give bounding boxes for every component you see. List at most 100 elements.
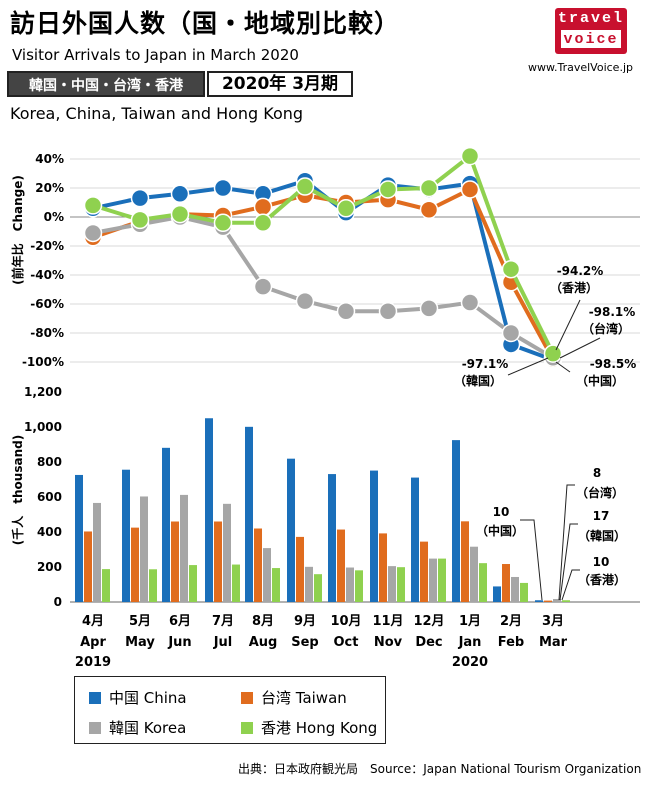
region-badge: 韓国・中国・台湾・香港 <box>7 71 205 97</box>
bar-hong-kong <box>232 564 240 602</box>
bar-taiwan <box>379 533 387 602</box>
source-note: 出典：日本政府観光局 Source：Japan National Tourism… <box>238 762 642 776</box>
bar-korea <box>305 566 313 602</box>
line-point-taiwan <box>419 200 439 219</box>
line-point-hong-kong <box>170 204 190 224</box>
line-y-axis-label: (前年比 Change) <box>10 175 25 285</box>
bar-china <box>370 470 378 602</box>
chart-title: 訪日外国人数（国・地域別比較） <box>10 9 401 38</box>
bar-china <box>122 469 130 602</box>
line-ytick-label: -40% <box>30 268 64 282</box>
line-point-taiwan <box>460 180 480 199</box>
bar-korea <box>553 599 561 602</box>
bar-annotation-leader <box>561 569 580 601</box>
line-ytick-label: 0% <box>44 210 64 224</box>
line-ytick-label: 20% <box>35 181 64 195</box>
bar-china <box>411 477 419 602</box>
legend-china: 中国 China <box>89 687 187 708</box>
line-annotation-value: -98.1% <box>589 305 636 319</box>
line-point-korea <box>336 302 356 321</box>
bar-hong-kong <box>397 567 405 602</box>
line-ytick-label: 40% <box>35 152 64 166</box>
legend-swatch-china <box>89 692 101 704</box>
line-point-korea <box>295 291 315 311</box>
bar-x-year-label: 2020 <box>452 655 488 670</box>
bar-x-english-label: Sep <box>291 635 319 650</box>
bar-korea <box>180 494 188 602</box>
legend-swatch-taiwan <box>241 692 253 704</box>
bar-taiwan <box>131 527 139 602</box>
legend-swatch-hongkong <box>241 722 253 734</box>
bar-ytick-label: 200 <box>37 560 62 574</box>
line-annotation-label: （韓国） <box>454 373 502 388</box>
bar-ytick-label: 1,000 <box>24 420 62 434</box>
bar-ytick-label: 400 <box>37 525 62 539</box>
line-point-korea <box>419 299 439 318</box>
site-url[interactable]: www.TravelVoice.jp <box>528 61 633 74</box>
bar-annotation-label: （中国） <box>476 523 524 538</box>
legend-korea: 韓国 Korea <box>89 717 186 738</box>
bar-x-month-label: 1月 <box>459 614 481 629</box>
bar-x-english-label: Apr <box>80 635 106 650</box>
bar-annotation-leader <box>559 523 578 601</box>
line-point-china <box>213 178 233 198</box>
bar-china <box>287 458 295 602</box>
bar-taiwan <box>84 531 92 602</box>
bar-korea <box>429 558 437 602</box>
bar-x-english-label: Nov <box>374 635 403 650</box>
bar-annotation-leader <box>558 484 575 601</box>
bar-annotation-label: （台湾） <box>576 485 624 500</box>
bar-annotation-label: （韓国） <box>578 528 626 543</box>
bar-chart: 1,200 1,000 800 600 400 200 0 (千人 thousand) 4月 Ap… <box>10 385 640 670</box>
legend-label-taiwan: 台湾 Taiwan <box>261 689 347 707</box>
bar-x-english-label: Jul <box>213 635 233 650</box>
legend-taiwan: 台湾 Taiwan <box>241 687 347 708</box>
bar-taiwan <box>337 529 345 602</box>
bar-taiwan <box>461 521 469 602</box>
line-point-hong-kong <box>419 178 439 198</box>
bar-hong-kong <box>189 565 197 602</box>
bar-annotation-value: 17 <box>593 509 610 523</box>
bar-taiwan <box>214 521 222 602</box>
legend-label-korea: 韓国 Korea <box>109 719 187 737</box>
line-point-hong-kong <box>213 213 233 233</box>
bar-hong-kong <box>562 600 570 602</box>
line-point-china <box>170 184 190 204</box>
line-point-hong-kong <box>336 199 356 218</box>
bar-taiwan <box>296 536 304 602</box>
bar-x-english-label: Dec <box>415 635 442 650</box>
bar-china <box>328 474 336 602</box>
bar-annotation-leader <box>520 519 543 601</box>
line-point-hong-kong <box>378 180 398 199</box>
line-point-taiwan <box>253 197 273 217</box>
bar-x-month-label: 8月 <box>252 614 274 629</box>
line-annotation-value: -98.5% <box>590 357 637 371</box>
bar-hong-kong <box>314 574 322 602</box>
bar-x-english-label: Mar <box>539 635 568 650</box>
chart-subtitle: Visitor Arrivals to Japan in March 2020 <box>12 46 299 64</box>
legend-hongkong: 香港 Hong Kong <box>241 717 377 738</box>
bar-china <box>493 586 501 602</box>
line-annotation-label: （中国） <box>576 373 624 388</box>
bar-annotation-label: （香港） <box>578 572 626 587</box>
line-annotation-leader <box>555 299 581 351</box>
line-point-korea <box>253 277 273 296</box>
bar-korea <box>511 576 519 602</box>
bar-ytick-label: 0 <box>54 595 62 609</box>
bar-x-english-label: Aug <box>249 635 278 650</box>
bar-x-month-label: 5月 <box>129 614 151 629</box>
bar-hong-kong <box>149 569 157 602</box>
bar-korea <box>470 546 478 602</box>
bar-hong-kong <box>438 558 446 602</box>
line-point-hong-kong <box>460 146 480 166</box>
bar-china <box>205 418 213 602</box>
bar-taiwan <box>420 541 428 602</box>
bar-ytick-label: 1,200 <box>24 385 62 399</box>
line-ytick-label: -20% <box>30 239 64 253</box>
line-chart: 40% 20% 0% -20% -40% -60% -80% -100% (前年比 Change… <box>10 146 640 388</box>
bar-china <box>535 600 543 602</box>
bar-x-month-label: 10月 <box>330 614 361 629</box>
line-annotation-leader <box>555 361 571 373</box>
bar-china <box>452 440 460 602</box>
bar-x-month-label: 12月 <box>413 614 444 629</box>
